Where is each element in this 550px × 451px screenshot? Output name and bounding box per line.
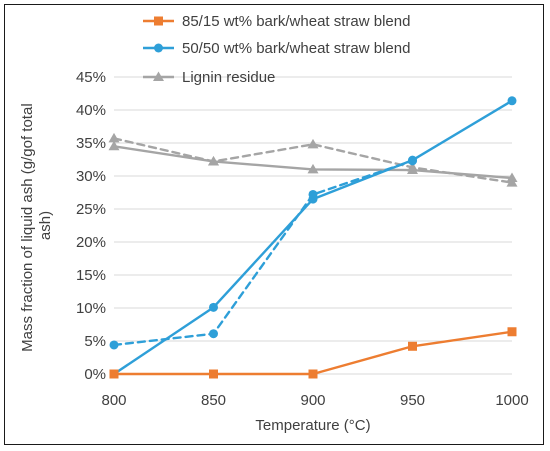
y-tick-label: 0%: [84, 366, 106, 383]
square-marker: [507, 327, 517, 337]
triangle-marker: [108, 140, 120, 151]
y-tick-label: 10%: [76, 300, 106, 317]
y-tick-labels: 0% 5% 10% 15% 20% 25% 30% 35% 40% 45%: [76, 69, 106, 383]
x-tick-label: 1000: [495, 392, 528, 409]
legend-item: 50/50 wt% bark/wheat straw blend: [143, 40, 410, 57]
y-tick-label: 5%: [84, 333, 106, 350]
y-axis-title-line-2: ash): [37, 211, 54, 240]
triangle-marker: [153, 71, 164, 81]
y-tick-label: 30%: [76, 168, 106, 185]
legend-label: Lignin residue: [182, 69, 275, 86]
circle-marker: [109, 340, 119, 350]
y-tick-label: 40%: [76, 102, 106, 119]
circle-marker: [507, 96, 517, 106]
triangle-marker: [208, 155, 219, 166]
series-4: [108, 140, 518, 182]
x-axis-title: Temperature (°C): [255, 417, 370, 434]
y-tick-label: 45%: [76, 69, 106, 86]
square-marker: [109, 369, 119, 379]
legend-label: 50/50 wt% bark/wheat straw blend: [182, 40, 410, 57]
x-tick-label: 900: [300, 392, 325, 409]
x-tick-label: 800: [101, 392, 126, 409]
series-5: [108, 132, 518, 187]
triangle-marker: [506, 172, 518, 182]
y-tick-label: 15%: [76, 267, 106, 284]
triangle-marker: [307, 138, 319, 149]
legend-item: 85/15 wt% bark/wheat straw blend: [143, 13, 410, 30]
circle-marker: [154, 43, 163, 53]
y-axis-title: Mass fraction of liquid ash (g/gof total…: [19, 99, 54, 352]
y-tick-label: 35%: [76, 135, 106, 152]
triangle-marker: [307, 163, 319, 174]
y-axis-title-line-1: Mass fraction of liquid ash (g/gof total: [19, 103, 36, 351]
circle-marker: [408, 155, 417, 165]
legend-label: 85/15 wt% bark/wheat straw blend: [182, 13, 410, 30]
triangle-marker: [407, 164, 418, 175]
x-tick-label: 850: [201, 392, 226, 409]
series-1: [109, 327, 517, 379]
circle-marker: [209, 329, 218, 339]
legend-item: Lignin residue: [143, 69, 275, 86]
series-2: [109, 96, 517, 379]
square-marker: [308, 369, 318, 379]
square-marker: [209, 369, 218, 379]
y-tick-label: 20%: [76, 234, 106, 251]
legend: 85/15 wt% bark/wheat straw blend 50/50 wt…: [143, 13, 410, 86]
x-tick-labels: 800 850 900 950 1000: [101, 392, 528, 409]
series-layer: [108, 96, 518, 379]
y-tick-label: 25%: [76, 201, 106, 218]
circle-marker: [209, 302, 218, 312]
square-marker: [408, 341, 417, 351]
circle-marker: [308, 194, 318, 204]
gridlines: [114, 76, 512, 375]
triangle-marker: [108, 132, 120, 143]
square-marker: [154, 16, 163, 26]
x-tick-label: 950: [400, 392, 425, 409]
